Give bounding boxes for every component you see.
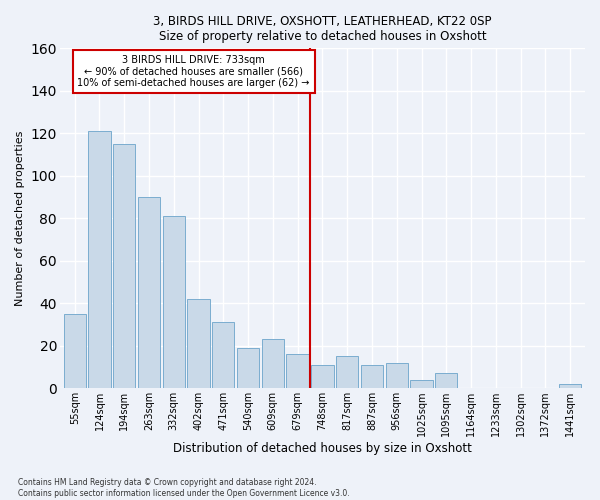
Y-axis label: Number of detached properties: Number of detached properties: [15, 130, 25, 306]
Bar: [212, 322, 235, 388]
Bar: [559, 384, 581, 388]
Bar: [435, 374, 457, 388]
Title: 3, BIRDS HILL DRIVE, OXSHOTT, LEATHERHEAD, KT22 0SP
Size of property relative to: 3, BIRDS HILL DRIVE, OXSHOTT, LEATHERHEA…: [153, 15, 491, 43]
Bar: [262, 340, 284, 388]
Bar: [237, 348, 259, 388]
Text: Contains HM Land Registry data © Crown copyright and database right 2024.
Contai: Contains HM Land Registry data © Crown c…: [18, 478, 350, 498]
Text: 3 BIRDS HILL DRIVE: 733sqm
← 90% of detached houses are smaller (566)
10% of sem: 3 BIRDS HILL DRIVE: 733sqm ← 90% of deta…: [77, 54, 310, 88]
X-axis label: Distribution of detached houses by size in Oxshott: Distribution of detached houses by size …: [173, 442, 472, 455]
Bar: [187, 299, 210, 388]
Bar: [311, 365, 334, 388]
Bar: [361, 365, 383, 388]
Bar: [113, 144, 136, 388]
Bar: [64, 314, 86, 388]
Bar: [286, 354, 309, 388]
Bar: [336, 356, 358, 388]
Bar: [138, 197, 160, 388]
Bar: [410, 380, 433, 388]
Bar: [88, 131, 110, 388]
Bar: [163, 216, 185, 388]
Bar: [386, 362, 408, 388]
